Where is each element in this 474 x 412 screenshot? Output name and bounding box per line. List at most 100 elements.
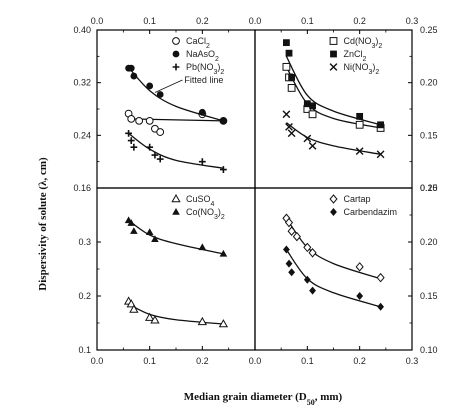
fitted-line [285, 249, 381, 308]
legend-label: Carbendazim [344, 207, 398, 217]
data-point [356, 292, 364, 300]
series-naaso2 [125, 64, 227, 125]
data-point [125, 129, 132, 137]
fitted-line [128, 219, 224, 255]
legend-marker [329, 63, 338, 71]
fitted-line [128, 132, 224, 169]
fitted-line [285, 217, 381, 280]
panel-top-right: 0.10 0.15 0.20 0.25 0.0 0.1 0.2 0.3 Cd(NO3)2ZnCl… [249, 16, 438, 193]
data-point [303, 242, 312, 253]
data-point [282, 110, 291, 119]
legend-label: ZnCl2 [344, 49, 367, 63]
legend-marker [172, 50, 180, 58]
data-point [377, 302, 384, 311]
data-point [146, 143, 154, 151]
y-tick-label: 0.20 [420, 78, 438, 88]
series-cono32 [124, 216, 228, 257]
data-point [303, 100, 311, 108]
data-point [198, 158, 206, 166]
data-point [287, 226, 296, 236]
y-tick-label: 0.32 [73, 78, 91, 88]
y-tick-label: 0.2 [78, 291, 91, 301]
legend-label: NaAsO2 [186, 49, 219, 63]
data-point [151, 235, 159, 243]
x-tick-label: 0.3 [406, 356, 419, 366]
data-point [287, 84, 296, 92]
data-point [303, 275, 311, 284]
data-point [146, 82, 154, 90]
legend-marker [172, 63, 180, 71]
data-point [303, 134, 312, 143]
panel-top-left: 0.16 0.24 0.32 0.400.0 0.1 0.2 CaCl2NaAsO2Pb(N… [73, 16, 256, 193]
data-point [219, 249, 228, 257]
fitted-line-annotation: Fitted line [184, 75, 223, 85]
legend-label: Cartap [344, 194, 371, 204]
data-point [130, 143, 138, 151]
x-tick-label: 0.0 [91, 16, 104, 26]
data-point [156, 128, 165, 136]
data-point [287, 129, 296, 138]
data-point [150, 315, 160, 324]
y-tick-label: 0.20 [420, 237, 438, 247]
y-tick-label: 0.3 [78, 237, 91, 247]
x-tick-label: 0.2 [353, 356, 366, 366]
data-point [126, 299, 136, 308]
data-point [355, 262, 364, 272]
series-cacl2 [124, 109, 228, 136]
chart-panels: 0.160.240.320.400.0 0.1 0.2CaCl2NaAsO2Pb(N… [73, 16, 437, 366]
x-tick-label: 0.0 [249, 356, 262, 366]
y-tick-label: 0.10 [420, 345, 438, 355]
legend-label: Ni(NO3)2 [344, 62, 380, 76]
legend-label: CuSO4 [186, 194, 215, 208]
data-point [285, 259, 293, 268]
data-point [292, 231, 301, 242]
y-tick-label: 0.15 [420, 130, 438, 140]
data-point [130, 227, 138, 234]
y-tick-label: 0.1 [78, 345, 91, 355]
x-tick-label: 0.0 [91, 356, 104, 366]
x-axis-label: Median grain diameter (D50, mm) [184, 391, 343, 407]
legend-marker [329, 194, 338, 204]
data-point [377, 121, 384, 129]
fitted-line [286, 122, 381, 155]
legend-marker [172, 208, 180, 215]
fitted-line [128, 118, 224, 122]
data-point [285, 123, 293, 131]
y-tick-label: 0.16 [73, 183, 91, 193]
x-tick-label: 0.1 [143, 16, 156, 26]
data-point [288, 74, 296, 81]
data-point [309, 102, 316, 110]
data-point [283, 245, 290, 254]
data-point [376, 272, 385, 283]
y-tick-label: 0.24 [73, 130, 91, 140]
series-carbendazim [283, 245, 384, 311]
data-point [355, 120, 364, 129]
data-point [309, 286, 316, 295]
data-point [376, 150, 385, 159]
x-tick-label: 0.1 [301, 16, 314, 26]
data-point [284, 217, 294, 228]
x-tick-label: 0.1 [301, 356, 314, 366]
data-point [308, 110, 317, 119]
legend-label: Pb(NO3)2 [186, 62, 224, 76]
data-point [220, 166, 227, 173]
data-point [156, 91, 164, 98]
legend-label: CaCl2 [186, 36, 210, 50]
data-point [356, 112, 364, 120]
legend-marker [330, 50, 337, 58]
data-point [127, 64, 135, 72]
panel-bottom-right: 0.10 0.15 0.20 0.25 0.0 0.1 0.2 0.3 Cartap Carben… [249, 183, 438, 366]
series-pbno32 [125, 129, 227, 173]
y-tick-label: 0.15 [420, 291, 438, 301]
legend-label: Cd(NO3)2 [344, 36, 383, 50]
data-point [355, 147, 364, 156]
legend-marker [172, 37, 180, 45]
legend-marker [330, 208, 337, 216]
series-cuso4 [123, 296, 229, 328]
series-cartap [282, 213, 385, 283]
fitted-line [285, 66, 381, 129]
data-point [198, 108, 206, 116]
data-point [156, 155, 164, 163]
